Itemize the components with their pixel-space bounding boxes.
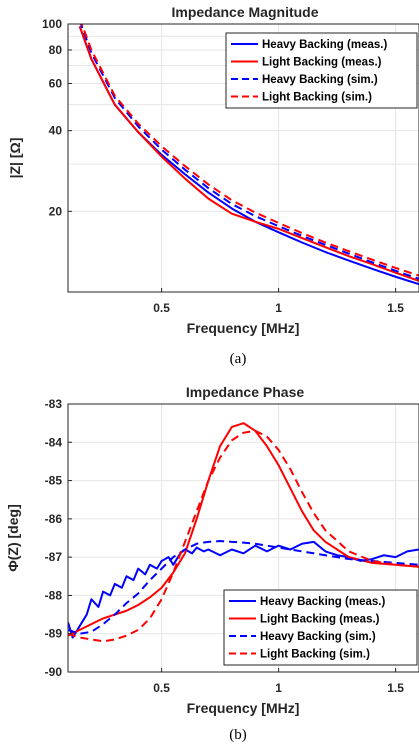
y-tick-label: 40 [49, 124, 63, 138]
x-tick-label: 1.5 [387, 681, 404, 695]
y-axis-label: Φ(Z) [deg] [5, 504, 21, 571]
legend-entry-2: Light Backing (meas.) [260, 614, 380, 626]
y-tick-label: -83 [45, 397, 63, 411]
figure-caption: (a) [230, 351, 247, 367]
legend-entry-4: Light Backing (sim.) [262, 92, 372, 104]
y-tick-label: 60 [49, 76, 63, 90]
series-line-3 [68, 540, 419, 635]
series-line-4 [80, 24, 419, 277]
x-tick-label: 0.5 [153, 681, 170, 695]
x-tick-label: 1.5 [387, 301, 404, 315]
series-line-4 [68, 429, 419, 643]
chart-title: Impedance Magnitude [171, 4, 318, 20]
chart-panel-phase: -90 -89 -88 -87 -86 -85 -84 -83 0.5 1 1.5 Impedance… [5, 384, 419, 743]
series-group [78, 24, 419, 286]
y-axis-label: |Z| [Ω] [7, 138, 23, 179]
series-line-2 [68, 422, 419, 637]
legend-entry-2: Light Backing (meas.) [262, 57, 382, 69]
series-group [68, 422, 419, 643]
figure-caption: (b) [229, 727, 247, 743]
plot-frame [67, 403, 419, 673]
legend: Heavy Backing (meas.) Light Backing (meas… [225, 32, 418, 109]
legend-entry-3: Heavy Backing (sim.) [262, 74, 378, 86]
x-tick-label: 1 [275, 301, 282, 315]
y-tick-label: -90 [45, 665, 63, 679]
y-tick-label: 100 [42, 17, 62, 31]
x-axis-label: Frequency [MHz] [187, 700, 300, 716]
y-tick-label: 80 [49, 43, 63, 57]
series-line-1 [68, 540, 419, 639]
y-tick-label: 20 [49, 204, 63, 218]
y-tick-label: -84 [45, 435, 63, 449]
series-line-2 [78, 26, 419, 282]
x-tick-label: 1 [275, 681, 282, 695]
legend-box [223, 589, 418, 666]
legend: Heavy Backing (meas.) Light Backing (meas… [223, 589, 418, 666]
y-tick-label: -85 [45, 474, 63, 488]
series-line-3 [79, 24, 419, 280]
legend-entry-4: Light Backing (sim.) [260, 649, 370, 661]
y-tick-label: -88 [45, 588, 63, 602]
chart-title: Impedance Phase [186, 384, 304, 400]
chart-panel-magnitude: 20 40 60 80 100 0.5 1 1.5 Impedance Magnitude Fre… [7, 4, 419, 367]
y-tick-label: -86 [45, 512, 63, 526]
y-tick-label: -87 [45, 550, 63, 564]
y-tick-label: -89 [45, 627, 63, 641]
x-tick-label: 0.5 [153, 301, 170, 315]
plot-frame [67, 23, 419, 293]
legend-entry-3: Heavy Backing (sim.) [260, 631, 376, 643]
x-axis-label: Frequency [MHz] [187, 320, 300, 336]
legend-entry-1: Heavy Backing (meas.) [262, 39, 387, 51]
legend-entry-1: Heavy Backing (meas.) [260, 596, 385, 608]
